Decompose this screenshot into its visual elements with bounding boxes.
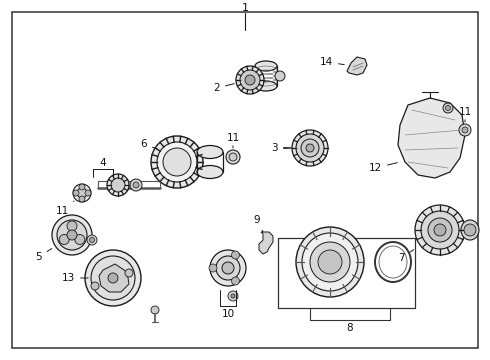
Circle shape (462, 127, 468, 133)
Circle shape (236, 66, 264, 94)
Text: 8: 8 (347, 323, 353, 333)
Text: 12: 12 (369, 163, 397, 173)
Ellipse shape (197, 145, 223, 158)
Circle shape (57, 220, 87, 250)
Circle shape (415, 205, 465, 255)
Circle shape (459, 124, 471, 136)
Circle shape (125, 269, 133, 277)
Text: 5: 5 (35, 248, 51, 262)
Circle shape (210, 250, 246, 286)
Circle shape (226, 150, 240, 164)
Circle shape (59, 234, 69, 244)
Circle shape (296, 134, 324, 162)
Circle shape (428, 218, 452, 242)
Text: 3: 3 (271, 143, 287, 153)
Circle shape (79, 184, 85, 190)
Circle shape (73, 184, 91, 202)
Circle shape (275, 71, 285, 81)
Circle shape (151, 306, 159, 314)
Text: 9: 9 (254, 215, 263, 232)
Circle shape (67, 230, 77, 240)
Text: 4: 4 (99, 158, 106, 168)
Circle shape (292, 130, 328, 166)
Ellipse shape (296, 227, 364, 297)
Text: 6: 6 (140, 139, 157, 149)
Circle shape (107, 174, 129, 196)
Circle shape (443, 103, 453, 113)
Circle shape (67, 221, 77, 231)
Circle shape (421, 211, 459, 249)
Text: 7: 7 (398, 249, 414, 263)
Circle shape (52, 215, 92, 255)
Polygon shape (347, 57, 367, 75)
Text: 2: 2 (213, 83, 234, 93)
Circle shape (157, 142, 197, 182)
Circle shape (301, 139, 319, 157)
Circle shape (464, 224, 476, 236)
Text: 1: 1 (242, 3, 248, 13)
Circle shape (231, 294, 235, 298)
Text: 11: 11 (55, 201, 74, 216)
Circle shape (240, 70, 260, 90)
Ellipse shape (255, 81, 277, 91)
Polygon shape (99, 264, 129, 292)
Circle shape (77, 188, 87, 198)
Circle shape (228, 291, 238, 301)
Circle shape (75, 234, 85, 244)
Text: 11: 11 (458, 107, 471, 122)
Ellipse shape (255, 61, 277, 71)
Circle shape (229, 153, 237, 161)
Circle shape (318, 250, 342, 274)
Circle shape (306, 144, 314, 152)
Circle shape (85, 190, 91, 196)
Circle shape (87, 235, 97, 245)
Circle shape (133, 182, 139, 188)
Text: 14: 14 (320, 57, 344, 67)
Circle shape (245, 75, 255, 85)
Polygon shape (398, 98, 465, 178)
Text: 10: 10 (221, 309, 235, 319)
Text: 11: 11 (226, 133, 240, 148)
Circle shape (130, 179, 142, 191)
Circle shape (445, 105, 450, 111)
Circle shape (85, 250, 141, 306)
Circle shape (91, 282, 99, 290)
Circle shape (151, 136, 203, 188)
Ellipse shape (302, 233, 358, 291)
Circle shape (216, 256, 240, 280)
Circle shape (209, 264, 217, 272)
Polygon shape (259, 232, 273, 254)
Circle shape (163, 148, 191, 176)
Text: 13: 13 (62, 273, 88, 283)
Circle shape (79, 196, 85, 202)
Circle shape (108, 273, 118, 283)
Ellipse shape (197, 166, 223, 179)
Circle shape (231, 277, 240, 285)
Circle shape (434, 224, 446, 236)
Circle shape (90, 238, 95, 243)
Ellipse shape (461, 220, 479, 240)
Circle shape (310, 242, 350, 282)
Circle shape (222, 262, 234, 274)
Circle shape (73, 190, 79, 196)
Circle shape (111, 178, 125, 192)
Circle shape (231, 251, 240, 259)
Circle shape (91, 256, 135, 300)
